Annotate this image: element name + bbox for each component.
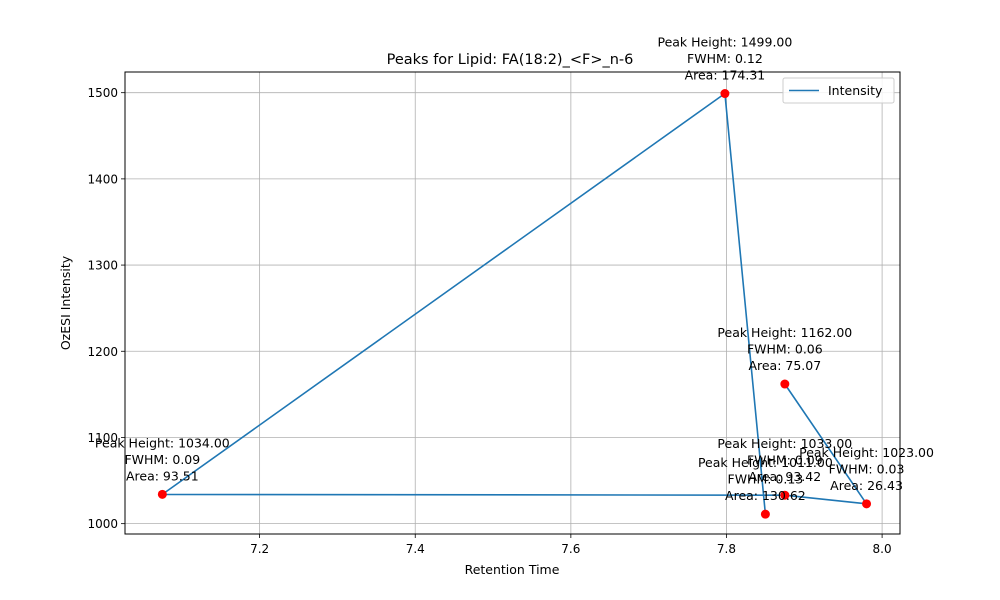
peak-annotation-line: Area: 130.62 — [725, 488, 806, 503]
peak-annotation-line: FWHM: 0.06 — [747, 342, 823, 357]
legend-label-intensity: Intensity — [828, 83, 883, 98]
x-tick-label: 7.4 — [406, 542, 425, 556]
x-tick-label: 7.8 — [717, 542, 736, 556]
peak-annotation-line: FWHM: 0.09 — [124, 452, 200, 467]
y-tick-label: 1000 — [87, 517, 118, 531]
peak-annotation-line: Area: 26.43 — [830, 478, 903, 493]
y-tick-label: 1100 — [87, 431, 118, 445]
peak-annotation-line: FWHM: 0.12 — [687, 51, 763, 66]
peak-annotation-line: Area: 174.31 — [685, 68, 766, 83]
y-tick-label: 1300 — [87, 259, 118, 273]
peak-marker — [157, 489, 167, 499]
peak-annotation-line: FWHM: 0.09 — [747, 453, 823, 468]
peak-annotation-line: Peak Height: 1499.00 — [657, 35, 792, 50]
peak-layer — [157, 89, 872, 519]
x-tick-label: 7.6 — [561, 542, 580, 556]
y-tick-label: 1500 — [87, 86, 118, 100]
tick-layer: 7.2 7.4 7.6 7.8 8.0 1000 1100 1200 1300 1400 1500 — [87, 86, 891, 556]
peak-marker — [862, 499, 872, 509]
grid-layer — [125, 72, 900, 534]
y-tick-label: 1400 — [87, 172, 118, 186]
x-axis-label: Retention Time — [465, 562, 560, 577]
plot-area-frame — [124, 71, 901, 535]
series-line-intensity — [161, 92, 868, 515]
peak-marker — [720, 89, 730, 99]
peak-annotation-line: FWHM: 0.03 — [829, 461, 905, 476]
peak-annotation-line: FWHM: 0.13 — [728, 472, 804, 487]
peak-annotation-line: Area: 93.51 — [126, 468, 199, 483]
peak-annotation-line: Peak Height: 1033.00 — [717, 436, 852, 451]
peak-annotation-line: Area: 75.07 — [748, 358, 821, 373]
legend: Intensity — [782, 77, 895, 104]
y-tick-label: 1200 — [87, 345, 118, 359]
peak-annotation-line: Area: 93.42 — [748, 469, 821, 484]
peak-marker — [780, 490, 790, 500]
x-tick-label: 7.2 — [250, 542, 269, 556]
peak-annotation-line: Peak Height: 1023.00 — [799, 445, 934, 460]
series-layer — [161, 92, 868, 515]
peak-annotation-line: Peak Height: 1162.00 — [717, 325, 852, 340]
y-axis-label: OzESI Intensity — [58, 255, 73, 350]
peak-marker — [760, 509, 770, 519]
peak-annotation-line: Peak Height: 1034.00 — [95, 435, 230, 450]
peak-marker — [780, 379, 790, 389]
peak-annotation-line: Peak Height: 1011.00 — [698, 455, 833, 470]
chart-title: Peaks for Lipid: FA(18:2)_<F>_n-6 — [387, 52, 634, 68]
legend-box — [782, 77, 895, 104]
x-tick-label: 8.0 — [873, 542, 892, 556]
